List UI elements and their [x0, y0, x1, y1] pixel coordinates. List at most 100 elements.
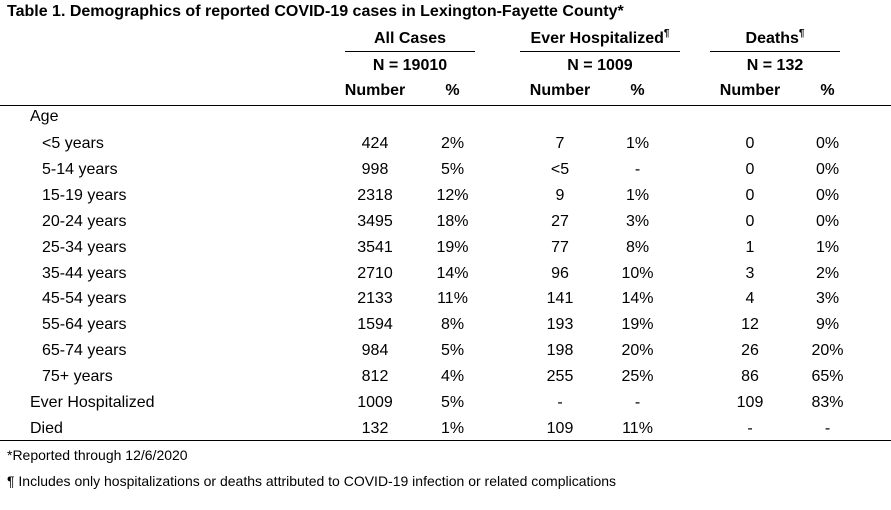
cell-death-number: 1 — [745, 239, 755, 256]
cell-all-percent: 4% — [440, 368, 465, 385]
cell-all-number: 3541 — [357, 239, 393, 256]
row-label: 25-34 years — [42, 239, 127, 256]
footnote-reported: *Reported through 12/6/2020 — [7, 447, 188, 463]
cell-death-number: 26 — [741, 342, 759, 359]
cell-hosp-number: 96 — [551, 265, 569, 282]
cell-hosp-percent: 10% — [621, 265, 654, 282]
footer-rule — [0, 440, 891, 441]
cell-all-number: 1009 — [357, 394, 393, 411]
cell-death-number: 86 — [741, 368, 759, 385]
cell-hosp-number: 9 — [555, 187, 565, 204]
cell-hosp-number: 77 — [551, 239, 569, 256]
cell-all-percent: 12% — [436, 187, 469, 204]
cell-hosp-percent: 25% — [621, 368, 654, 385]
cell-death-percent: 2% — [815, 265, 840, 282]
pilcrow-mark: ¶ — [663, 28, 670, 39]
col-header-all-number: Number — [344, 82, 406, 99]
cell-death-percent: 83% — [811, 394, 844, 411]
row-label: 75+ years — [42, 368, 113, 385]
cell-all-number: 2710 — [357, 265, 393, 282]
cell-death-percent: 1% — [815, 239, 840, 256]
cell-hosp-number: 141 — [546, 290, 574, 307]
section-label-age: Age — [30, 108, 59, 125]
cell-death-number: 0 — [745, 135, 755, 152]
cell-all-percent: 5% — [440, 394, 465, 411]
cell-death-percent: 3% — [815, 290, 840, 307]
cell-all-number: 132 — [361, 420, 389, 437]
row-label: 15-19 years — [42, 187, 127, 204]
col-header-hosp-percent: % — [630, 82, 645, 99]
group-underline — [345, 51, 475, 52]
cell-hosp-number: 109 — [546, 420, 574, 437]
cell-death-number: 0 — [745, 187, 755, 204]
cell-hosp-number: 27 — [551, 213, 569, 230]
cell-all-number: 1594 — [357, 316, 393, 333]
group-underline — [520, 51, 680, 52]
cell-all-percent: 8% — [440, 316, 465, 333]
group-header-all-cases: All Cases — [345, 30, 475, 50]
cell-death-number: 4 — [745, 290, 755, 307]
col-header-all-percent: % — [445, 82, 460, 99]
group-header-ever-hospitalized: Ever Hospitalized¶ — [520, 28, 680, 50]
cell-all-number: 998 — [361, 161, 389, 178]
table-row: Died 132 1% 109 11% - - — [0, 417, 891, 443]
cell-all-number: 424 — [361, 135, 389, 152]
col-header-death-percent: % — [820, 82, 835, 99]
table-title: Table 1. Demographics of reported COVID-… — [7, 3, 624, 20]
cell-all-percent: 19% — [436, 239, 469, 256]
row-label: 20-24 years — [42, 213, 127, 230]
cell-hosp-number: 193 — [546, 316, 574, 333]
group-n-ever-hospitalized: N = 1009 — [567, 57, 633, 74]
cell-all-number: 2133 — [357, 290, 393, 307]
cell-death-percent: 9% — [815, 316, 840, 333]
table-row: 20-24 years 3495 18% 27 3% 0 0% — [0, 210, 891, 236]
cell-hosp-percent: 20% — [621, 342, 654, 359]
cell-hosp-number: 7 — [555, 135, 565, 152]
cell-all-percent: 14% — [436, 265, 469, 282]
row-label: 5-14 years — [42, 161, 118, 178]
cell-death-percent: 0% — [815, 135, 840, 152]
table-row: Ever Hospitalized 1009 5% - - 109 83% — [0, 391, 891, 417]
cell-death-percent: 0% — [815, 213, 840, 230]
pilcrow-mark: ¶ — [798, 28, 805, 39]
cell-hosp-percent: 3% — [625, 213, 650, 230]
row-label: <5 years — [42, 135, 104, 152]
group-label: Deaths — [745, 30, 799, 47]
group-n-all-cases: N = 19010 — [372, 57, 448, 74]
cell-death-percent: 65% — [811, 368, 844, 385]
cell-death-number: 0 — [745, 213, 755, 230]
cell-hosp-percent: - — [634, 161, 641, 178]
row-label: 55-64 years — [42, 316, 127, 333]
cell-all-percent: 5% — [440, 161, 465, 178]
cell-all-number: 2318 — [357, 187, 393, 204]
group-header-deaths: Deaths¶ — [710, 28, 840, 50]
cell-hosp-number: - — [557, 394, 563, 411]
table-row: 15-19 years 2318 12% 9 1% 0 0% — [0, 184, 891, 210]
col-header-hosp-number: Number — [529, 82, 591, 99]
cell-death-number: 109 — [736, 394, 764, 411]
cell-hosp-percent: 8% — [625, 239, 650, 256]
cell-hosp-number: <5 — [550, 161, 570, 178]
cell-hosp-percent: - — [634, 394, 641, 411]
cell-all-percent: 2% — [440, 135, 465, 152]
group-n-deaths: N = 132 — [746, 57, 804, 74]
table-row: 25-34 years 3541 19% 77 8% 1 1% — [0, 236, 891, 262]
cell-all-number: 812 — [361, 368, 389, 385]
row-label: 45-54 years — [42, 290, 127, 307]
cell-death-percent: - — [824, 420, 831, 437]
row-label: 65-74 years — [42, 342, 127, 359]
cell-death-percent: 0% — [815, 187, 840, 204]
cell-hosp-percent: 19% — [621, 316, 654, 333]
cell-hosp-percent: 1% — [625, 135, 650, 152]
table-row: <5 years 424 2% 7 1% 0 0% — [0, 132, 891, 158]
table-row: 45-54 years 2133 11% 141 14% 4 3% — [0, 287, 891, 313]
header-rule — [0, 105, 891, 106]
footnote-pilcrow: ¶ Includes only hospitalizations or deat… — [7, 473, 617, 489]
cell-hosp-number: 255 — [546, 368, 574, 385]
table-row: 35-44 years 2710 14% 96 10% 3 2% — [0, 262, 891, 288]
cell-all-percent: 18% — [436, 213, 469, 230]
cell-hosp-percent: 1% — [625, 187, 650, 204]
group-label: Ever Hospitalized — [530, 30, 664, 47]
row-label: Ever Hospitalized — [30, 394, 155, 411]
cell-death-percent: 20% — [811, 342, 844, 359]
